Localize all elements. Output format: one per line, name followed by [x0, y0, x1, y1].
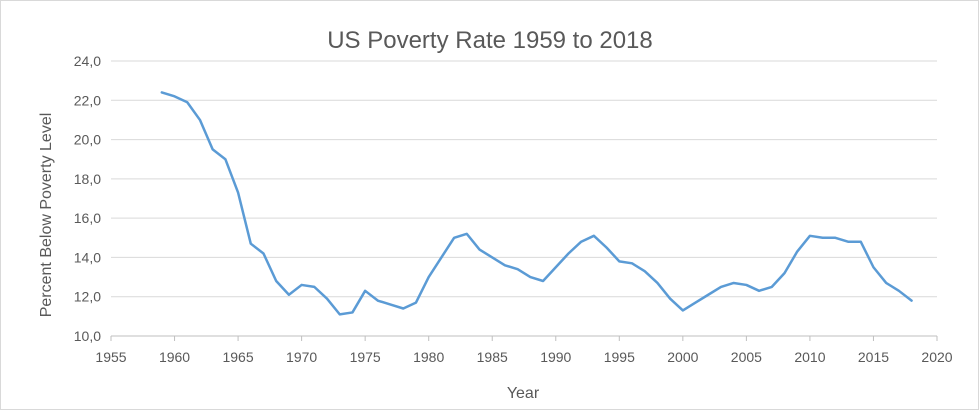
data-point	[630, 261, 634, 265]
data-point	[236, 191, 240, 195]
x-tick-label: 1990	[540, 349, 571, 365]
data-point	[592, 234, 596, 238]
data-point	[427, 275, 431, 279]
data-point	[910, 299, 914, 303]
y-tick-label: 22,0	[74, 92, 101, 108]
data-point	[516, 267, 520, 271]
x-tick-label: 2010	[794, 349, 825, 365]
x-tick-label: 1955	[95, 349, 126, 365]
data-point	[757, 289, 761, 293]
data-point	[249, 242, 253, 246]
data-point	[668, 297, 672, 301]
data-point	[770, 285, 774, 289]
data-point	[223, 157, 227, 161]
x-tick-label: 1970	[286, 349, 317, 365]
data-point	[783, 271, 787, 275]
y-tick-label: 24,0	[74, 53, 101, 69]
series-layer	[160, 90, 914, 316]
data-point	[198, 118, 202, 122]
data-point	[274, 279, 278, 283]
data-point	[312, 285, 316, 289]
x-axis-title: Year	[507, 385, 540, 402]
data-point	[478, 248, 482, 252]
data-point	[694, 301, 698, 305]
data-point	[185, 100, 189, 104]
x-tick-label: 2005	[731, 349, 762, 365]
data-point	[211, 147, 215, 151]
y-tick-label: 20,0	[74, 132, 101, 148]
y-tick-label: 18,0	[74, 171, 101, 187]
series-line-0	[160, 91, 913, 316]
data-point	[846, 240, 850, 244]
data-point	[490, 255, 494, 259]
data-point	[655, 281, 659, 285]
data-point	[897, 289, 901, 293]
x-tick-label: 1965	[222, 349, 253, 365]
data-point	[465, 232, 469, 236]
data-point	[414, 301, 418, 305]
data-point	[325, 297, 329, 301]
chart-title: US Poverty Rate 1959 to 2018	[327, 27, 653, 54]
data-point	[643, 269, 647, 273]
data-point	[833, 236, 837, 240]
data-point	[681, 308, 685, 312]
x-tick-label: 1985	[477, 349, 508, 365]
data-point	[300, 283, 304, 287]
data-point	[744, 283, 748, 287]
data-point	[808, 234, 812, 238]
x-tick-label: 1995	[604, 349, 635, 365]
data-point	[884, 281, 888, 285]
data-point	[401, 307, 405, 311]
y-tick-label: 14,0	[74, 249, 101, 265]
data-point	[821, 236, 825, 240]
data-point	[719, 285, 723, 289]
data-point	[706, 293, 710, 297]
x-tick-label: 1975	[350, 349, 381, 365]
data-point	[503, 263, 507, 267]
axes: 10,0 12,0 14,0 16,0 18,0 20,0 22,0 24,0 1955 1960…	[74, 53, 953, 365]
data-point	[452, 236, 456, 240]
data-point	[338, 312, 342, 316]
x-tick-label: 1980	[413, 349, 444, 365]
data-point	[173, 94, 177, 98]
data-point	[859, 240, 863, 244]
data-point	[439, 255, 443, 259]
data-point	[287, 293, 291, 297]
data-point	[541, 279, 545, 283]
data-point	[566, 252, 570, 256]
data-point	[554, 265, 558, 269]
data-point	[795, 250, 799, 254]
data-point	[261, 252, 265, 256]
gridlines	[111, 60, 937, 337]
data-point	[389, 303, 393, 307]
x-tick-label: 1960	[159, 349, 190, 365]
data-point	[350, 310, 354, 314]
data-point	[528, 275, 532, 279]
x-tick-label: 2015	[858, 349, 889, 365]
data-point	[732, 281, 736, 285]
data-point	[363, 289, 367, 293]
data-point	[605, 246, 609, 250]
data-point	[160, 90, 164, 94]
data-point	[579, 240, 583, 244]
data-point	[871, 265, 875, 269]
y-tick-label: 12,0	[74, 289, 101, 305]
data-point	[376, 299, 380, 303]
x-tick-label: 2020	[921, 349, 952, 365]
y-tick-label: 10,0	[74, 328, 101, 344]
y-axis-title: Percent Below Poverty Level	[38, 113, 55, 318]
x-tick-label: 2000	[667, 349, 698, 365]
y-tick-label: 16,0	[74, 210, 101, 226]
data-point	[617, 259, 621, 263]
